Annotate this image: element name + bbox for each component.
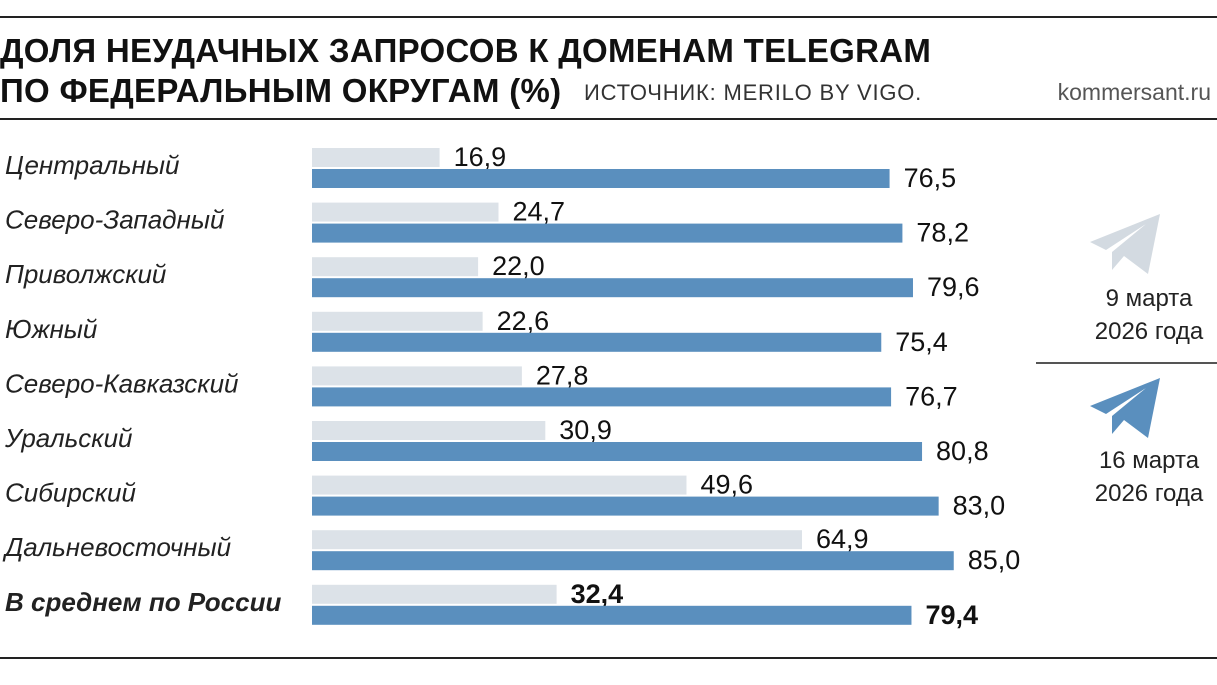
chart-title-line-2: ПО ФЕДЕРАЛЬНЫМ ОКРУГАМ (%) [0,72,562,109]
category-label: Центральный [5,150,179,180]
bar-after [312,278,913,298]
value-label-after: 80,8 [936,436,989,466]
legend-label-after: 16 марта 2026 года [1049,444,1217,510]
bar-after [312,223,903,243]
value-label-before: 64,9 [816,524,869,554]
header-rule [0,118,1217,120]
bar-before [312,202,499,222]
bar-after [312,387,892,407]
site-credit: kommersant.ru [1057,79,1211,105]
bar-before [312,475,687,495]
bar-before [312,530,802,550]
value-label-after: 75,4 [895,327,948,357]
legend-label-before: 9 марта 2026 года [1049,282,1217,348]
category-label: Северо-Западный [5,205,224,235]
legend-after-line1: 16 марта [1098,447,1200,474]
category-label: Приволжский [5,259,166,289]
value-label-after: 78,2 [916,218,969,248]
bar-after [312,605,912,625]
value-label-before: 22,6 [497,306,550,336]
value-label-after: 83,0 [953,491,1006,521]
legend-divider [1036,362,1217,364]
category-label: В среднем по России [5,587,281,617]
bar-after [312,169,890,188]
category-label: Северо-Кавказский [5,368,239,398]
value-label-before: 27,8 [536,360,589,390]
bar-chart: Центральный 16,9 76,5 Северо-Западный 24,7 78… [2,142,1021,630]
telegram-plane-icon-before [1090,214,1160,274]
value-label-before: 24,7 [512,197,565,227]
bottom-rule [0,657,1217,659]
bar-before [312,311,483,331]
category-label: Сибирский [5,478,136,508]
category-label: Южный [5,314,97,344]
category-label: Дальневосточный [2,532,231,562]
bar-before [312,421,546,440]
bar-before [312,366,522,386]
bar-after [312,496,939,516]
value-label-before: 32,4 [571,579,624,609]
bar-before [312,148,440,167]
value-label-before: 22,0 [492,251,545,281]
telegram-plane-icon-after [1090,378,1160,438]
value-label-before: 16,9 [454,142,507,172]
bar-after [312,551,954,571]
legend-before-line1: 9 марта [1105,285,1193,312]
source-note: ИСТОЧНИК: MERILO BY VIGO. [584,80,923,105]
value-label-after: 79,4 [925,600,978,630]
bar-before [312,257,479,277]
legend-before-line2: 2026 года [1094,318,1204,345]
legend-after-line2: 2026 года [1094,480,1204,507]
bar-after [312,442,923,461]
value-label-after: 85,0 [968,545,1021,575]
value-label-before: 49,6 [700,470,753,500]
value-label-after: 76,7 [905,381,958,411]
value-label-after: 79,6 [927,272,980,302]
chart-title-line-1: ДОЛЯ НЕУДАЧНЫХ ЗАПРОСОВ К ДОМЕНАМ TELEGR… [0,32,932,69]
category-label: Уральский [4,423,133,453]
bar-before [312,584,557,604]
bar-after [312,332,882,352]
value-label-after: 76,5 [904,163,957,193]
top-rule [0,16,1217,18]
value-label-before: 30,9 [559,415,612,445]
